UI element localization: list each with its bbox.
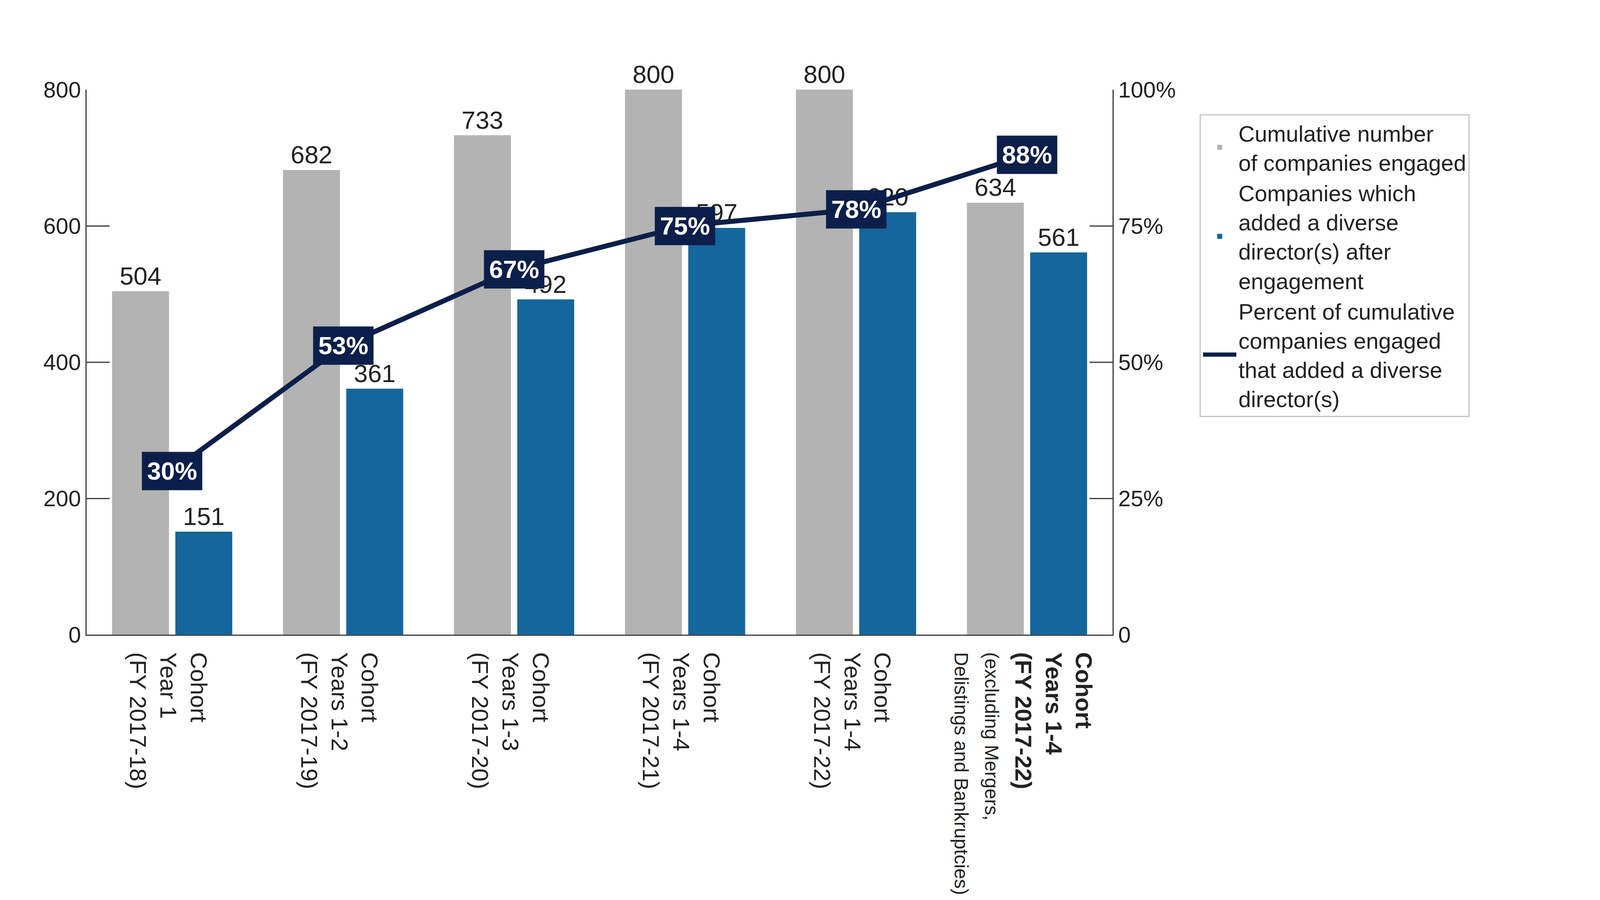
svg-text:620: 620 — [866, 182, 909, 211]
svg-text:597: 597 — [695, 198, 738, 227]
svg-text:CohortYear 1(FY 2017-18): CohortYear 1(FY 2017-18) — [125, 652, 213, 790]
svg-text:492: 492 — [525, 270, 567, 299]
svg-text:CohortYears 1-4(FY 2017-22): CohortYears 1-4(FY 2017-22) — [809, 652, 897, 790]
svg-text:30%: 30% — [147, 457, 198, 485]
svg-text:0: 0 — [1118, 622, 1131, 648]
svg-text:25%: 25% — [1118, 485, 1164, 511]
svg-text:CohortYears 1-4(FY 2017-21): CohortYears 1-4(FY 2017-21) — [637, 652, 725, 790]
svg-text:50%: 50% — [1118, 349, 1164, 375]
svg-text:Cumulative numberof companies: Cumulative numberof companies engaged — [1238, 121, 1466, 176]
svg-text:634: 634 — [974, 173, 1017, 202]
svg-text:800: 800 — [803, 60, 846, 89]
svg-text:200: 200 — [43, 485, 81, 511]
svg-text:75%: 75% — [1118, 213, 1164, 239]
svg-text:CohortYears 1-2(FY 2017-19): CohortYears 1-2(FY 2017-19) — [296, 652, 384, 790]
svg-text:151: 151 — [182, 502, 225, 531]
svg-text:400: 400 — [43, 349, 81, 375]
svg-text:800: 800 — [43, 77, 81, 103]
svg-text:75%: 75% — [660, 212, 710, 240]
svg-text:Companies whichadded a diverse: Companies whichadded a diversedirector(s… — [1238, 180, 1416, 294]
svg-text:561: 561 — [1037, 223, 1080, 252]
svg-text:504: 504 — [119, 262, 162, 290]
svg-text:361: 361 — [353, 359, 396, 388]
svg-text:CohortYears 1-3(FY 2017-20): CohortYears 1-3(FY 2017-20) — [467, 652, 555, 790]
svg-text:CohortYears 1-4(FY 2017-22)(ex: CohortYears 1-4(FY 2017-22)(excluding Me… — [950, 652, 1098, 895]
svg-text:0: 0 — [68, 622, 81, 648]
svg-text:Percent of cumulativecompanies: Percent of cumulativecompanies engagedth… — [1238, 299, 1455, 413]
svg-text:600: 600 — [43, 213, 81, 239]
svg-text:78%: 78% — [831, 195, 882, 224]
svg-text:67%: 67% — [489, 255, 540, 284]
svg-text:53%: 53% — [318, 331, 369, 360]
svg-text:800: 800 — [632, 60, 675, 89]
svg-text:733: 733 — [461, 106, 504, 135]
svg-text:100%: 100% — [1118, 77, 1176, 103]
svg-text:682: 682 — [290, 140, 333, 169]
svg-text:88%: 88% — [1002, 140, 1053, 169]
